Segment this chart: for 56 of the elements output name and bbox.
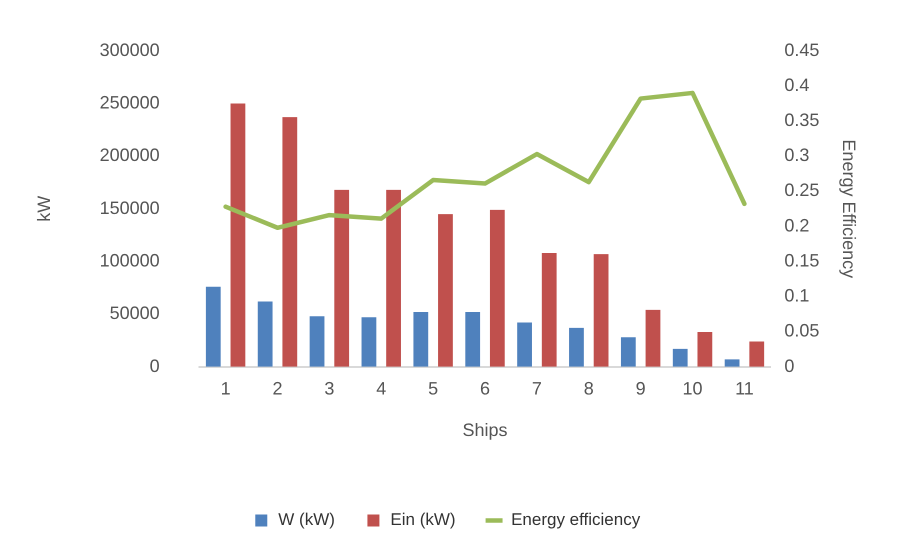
bar (438, 214, 453, 367)
bar (490, 210, 505, 367)
y2-tick-label: 0.3 (784, 145, 810, 166)
y2-axis-title: Energy Efficiency (839, 139, 860, 278)
x-tick-label: 9 (636, 378, 646, 399)
x-tick-label: 5 (428, 378, 438, 399)
legend-label: W (kW) (278, 510, 335, 530)
y2-tick-label: 0.4 (784, 74, 810, 95)
bar (620, 337, 636, 367)
bar (362, 317, 376, 367)
y-tick-label: 300000 (100, 40, 160, 60)
x-tick-label: 7 (532, 378, 542, 399)
bar (697, 332, 712, 367)
bar (258, 301, 273, 367)
bar (465, 312, 480, 367)
bar (569, 328, 584, 367)
x-tick-label: 8 (584, 378, 594, 399)
bar (517, 322, 532, 367)
bar (646, 310, 660, 367)
y2-tick-label: 0.25 (784, 180, 820, 200)
bar (749, 342, 764, 367)
bar (386, 190, 401, 367)
y2-tick-label: 0.15 (784, 250, 820, 270)
y2-tick-label: 0 (784, 356, 794, 376)
y-tick-label: 200000 (100, 145, 160, 166)
y-axis-title: kW (34, 196, 54, 222)
bar (310, 316, 324, 367)
bar (672, 348, 688, 367)
y-tick-label: 150000 (100, 198, 160, 218)
bar (542, 253, 557, 367)
x-tick-label: 4 (376, 378, 386, 399)
x-axis-title: Ships (462, 420, 508, 440)
y2-tick-label: 0.05 (784, 320, 820, 341)
y2-tick-label: 0.1 (784, 286, 810, 306)
legend-label: Ein (kW) (390, 510, 456, 530)
y2-tick-label: 0.45 (784, 40, 820, 60)
legend-label: Energy efficiency (511, 510, 641, 530)
y-tick-label: 0 (150, 356, 160, 376)
y2-tick-label: 0.35 (784, 110, 820, 130)
bar (334, 190, 350, 367)
x-tick-label: 2 (272, 378, 282, 399)
y2-tick-label: 0.2 (784, 215, 810, 236)
x-tick-label: 3 (324, 378, 334, 399)
bar (206, 286, 221, 367)
x-tick-label: 1 (220, 378, 231, 399)
x-tick-label: 10 (682, 378, 703, 399)
bar (724, 359, 740, 367)
bar (282, 117, 298, 367)
x-tick-label: 11 (735, 378, 754, 399)
y-tick-label: 100000 (100, 250, 160, 270)
bar (230, 103, 246, 367)
bar (413, 312, 428, 367)
x-tick-label: 6 (480, 378, 490, 399)
bar (594, 254, 608, 367)
y-tick-label: 50000 (110, 303, 160, 324)
y-tick-label: 250000 (100, 92, 160, 112)
